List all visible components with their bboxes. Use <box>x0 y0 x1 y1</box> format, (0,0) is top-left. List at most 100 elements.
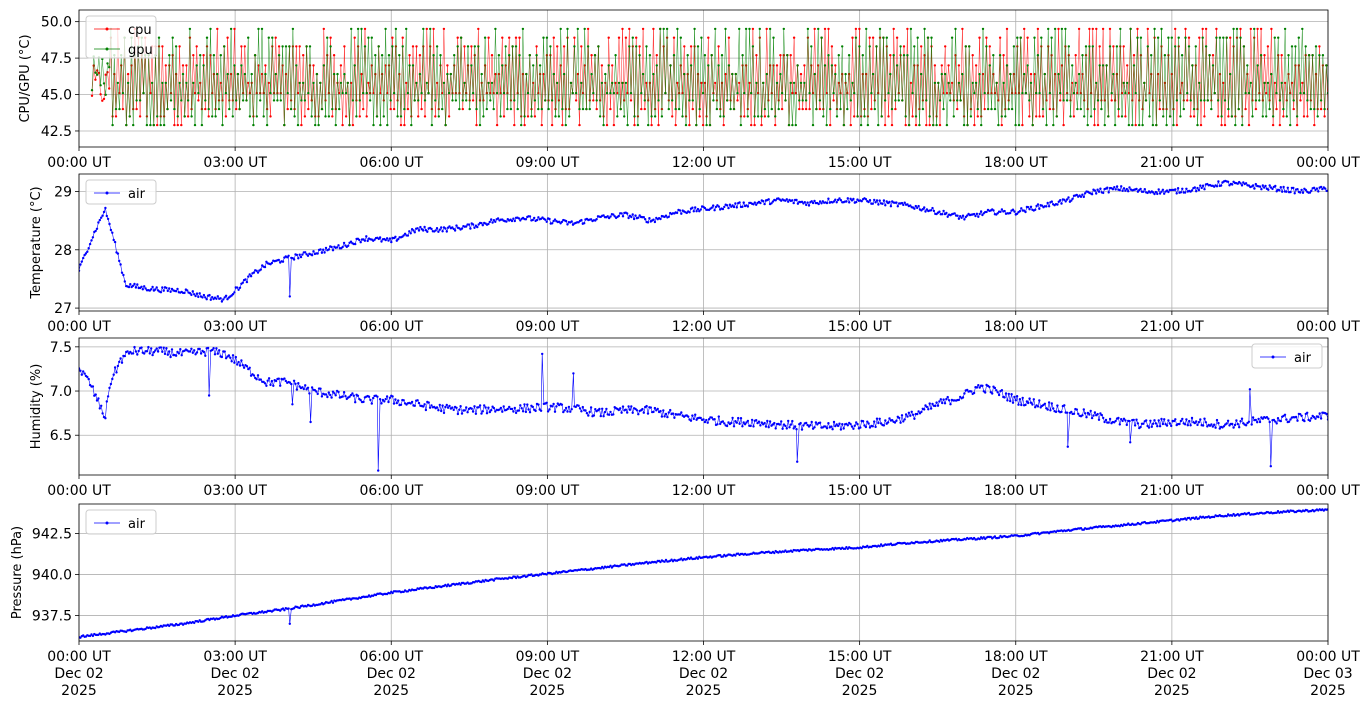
data-point <box>469 227 472 230</box>
data-point <box>663 560 666 563</box>
data-point <box>402 590 405 594</box>
data-point <box>383 400 386 403</box>
data-point <box>801 107 804 111</box>
x-tick-label: 03:00 UT <box>203 649 267 665</box>
data-point <box>1248 388 1252 391</box>
data-point <box>219 297 222 300</box>
data-point <box>1246 64 1249 67</box>
data-point <box>248 273 251 276</box>
data-point <box>344 91 348 95</box>
data-point <box>945 91 949 95</box>
data-point <box>435 45 439 48</box>
data-point <box>939 398 942 401</box>
data-point <box>1056 404 1059 407</box>
data-point <box>408 230 411 233</box>
data-point <box>609 91 612 95</box>
data-point <box>490 54 494 57</box>
data-point <box>315 72 319 76</box>
data-point <box>798 99 801 102</box>
data-point <box>678 413 682 416</box>
data-point <box>656 407 659 411</box>
data-point <box>1122 417 1126 420</box>
data-point <box>162 115 166 118</box>
data-point <box>1244 107 1247 111</box>
data-point <box>437 230 440 233</box>
data-point <box>525 72 528 76</box>
data-point <box>808 91 811 95</box>
x-tick-label: 03:00 UT <box>203 319 267 335</box>
data-point <box>1038 91 1041 95</box>
data-point <box>248 115 252 118</box>
data-point <box>841 423 844 426</box>
data-point <box>1065 99 1069 102</box>
data-point <box>1052 107 1055 111</box>
data-point <box>576 72 579 76</box>
data-point <box>1174 45 1177 48</box>
data-point <box>128 115 131 118</box>
data-point <box>1018 210 1022 213</box>
data-point <box>329 45 332 48</box>
data-point <box>868 426 872 429</box>
data-point <box>692 417 695 421</box>
data-point <box>91 634 95 638</box>
data-point <box>755 419 758 422</box>
data-point <box>310 254 314 257</box>
data-point <box>992 54 995 57</box>
data-point <box>1063 404 1066 407</box>
data-point <box>226 298 229 301</box>
data-point <box>600 64 604 67</box>
data-point <box>417 229 421 232</box>
data-point <box>84 252 88 255</box>
data-point <box>988 385 991 389</box>
data-point <box>1254 107 1258 111</box>
data-point <box>1144 99 1148 102</box>
data-point <box>1179 419 1183 423</box>
data-point <box>1149 419 1152 422</box>
data-point <box>416 399 419 402</box>
data-point <box>301 386 304 389</box>
data-point <box>1041 107 1045 111</box>
data-point <box>885 200 888 203</box>
data-point <box>302 387 305 391</box>
data-point <box>460 227 464 230</box>
data-point <box>867 422 870 425</box>
x-tick-label: 12:00 UT <box>672 649 736 665</box>
data-point <box>102 210 106 214</box>
data-point <box>1057 200 1061 203</box>
data-point <box>1270 72 1273 76</box>
data-point <box>660 415 664 418</box>
data-point <box>998 36 1002 39</box>
data-point <box>1126 81 1129 85</box>
data-point <box>355 99 358 102</box>
data-point <box>317 115 320 118</box>
data-point <box>314 123 317 127</box>
data-point <box>162 346 165 349</box>
data-point <box>766 419 769 423</box>
data-point <box>721 420 725 423</box>
data-point <box>731 72 734 76</box>
data-point <box>1193 517 1197 520</box>
data-point <box>1020 207 1023 210</box>
data-point <box>333 392 336 395</box>
data-point <box>1283 27 1287 31</box>
data-point <box>1250 423 1253 426</box>
data-point <box>729 99 732 102</box>
data-point <box>1081 54 1084 57</box>
data-point <box>1168 115 1172 118</box>
data-point <box>384 27 387 31</box>
data-point <box>849 123 852 127</box>
data-point <box>780 420 783 423</box>
data-point <box>354 401 357 404</box>
data-point <box>811 123 815 127</box>
data-point <box>985 36 988 39</box>
data-point <box>688 211 691 214</box>
data-point <box>834 198 837 201</box>
data-point <box>643 107 646 111</box>
data-point <box>917 410 920 413</box>
data-point <box>799 72 803 76</box>
data-point <box>832 200 836 203</box>
data-point <box>952 115 955 118</box>
data-point <box>1005 64 1009 67</box>
data-point <box>1294 45 1297 48</box>
